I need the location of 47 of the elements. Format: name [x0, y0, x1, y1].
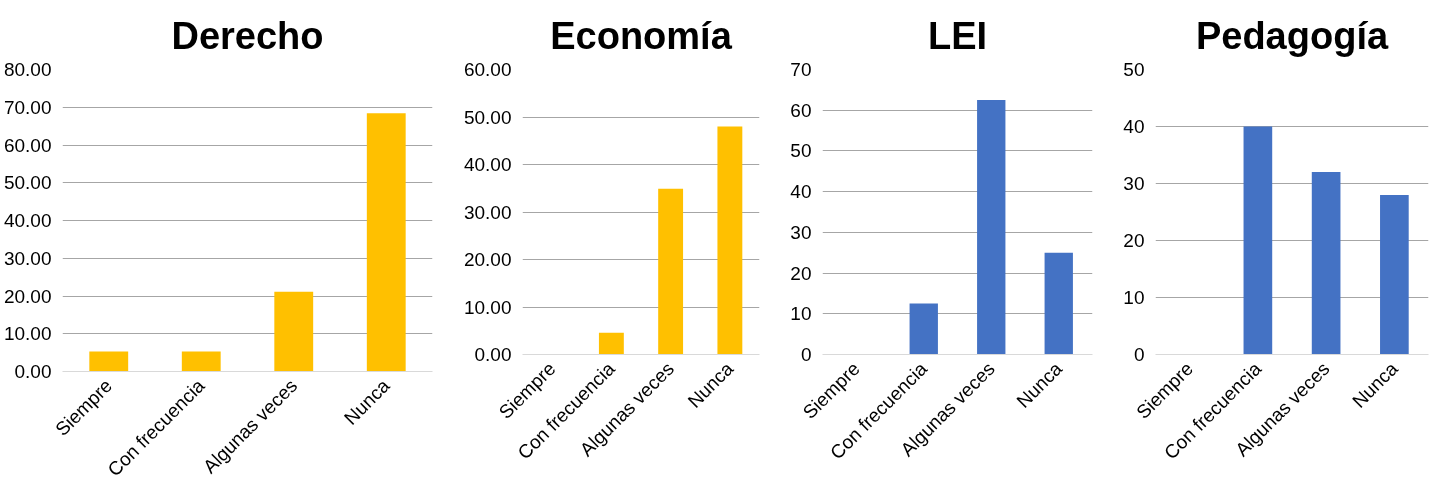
chart-title: Economía: [550, 15, 733, 57]
bar: [1044, 252, 1073, 355]
y-tick-label: 20: [1123, 230, 1145, 251]
y-tick-label: 50: [1123, 59, 1145, 80]
y-tick-label: 30.00: [463, 201, 512, 223]
y-tick-label: 50: [790, 140, 812, 162]
y-tick-label: 0.00: [474, 344, 512, 365]
bar: [89, 351, 129, 372]
bar: [717, 126, 743, 355]
y-tick-label: 40: [790, 181, 812, 203]
bar: [598, 332, 624, 355]
y-tick-label: 0: [1133, 344, 1145, 365]
y-tick-label: 50.00: [3, 172, 52, 194]
y-tick-label: 20: [790, 262, 812, 284]
y-tick-label: 80.00: [3, 59, 52, 80]
y-tick-label: 50.00: [463, 106, 512, 128]
y-tick-label: 40.00: [3, 210, 52, 231]
y-tick-label: 10.00: [3, 323, 52, 345]
bar: [274, 291, 314, 372]
y-tick-label: 70.00: [3, 96, 52, 118]
y-tick-label: 30.00: [3, 247, 52, 269]
bar: [366, 113, 406, 372]
y-tick-label: 10: [1123, 287, 1145, 308]
chart-title: Derecho: [171, 15, 324, 57]
y-tick-label: 70: [790, 59, 812, 80]
y-tick-label: 30: [1123, 173, 1145, 194]
y-tick-label: 0.00: [14, 361, 52, 382]
y-tick-label: 60: [790, 99, 812, 121]
y-tick-label: 30: [790, 221, 812, 243]
y-tick-label: 20.00: [3, 285, 52, 307]
y-tick-label: 60.00: [3, 134, 52, 156]
bar: [909, 303, 938, 355]
y-tick-label: 10: [790, 303, 812, 325]
bar: [1243, 126, 1273, 355]
y-tick-label: 0: [800, 344, 812, 365]
y-tick-label: 40.00: [463, 154, 512, 175]
bar: [977, 100, 1006, 355]
y-tick-label: 10.00: [463, 296, 512, 318]
chart-title: Pedagogía: [1195, 15, 1389, 57]
y-tick-label: 20.00: [463, 249, 512, 270]
bar: [1380, 194, 1409, 355]
y-tick-label: 60.00: [463, 59, 512, 80]
bar: [658, 188, 684, 355]
y-tick-label: 40: [1123, 116, 1145, 137]
chart-title: LEI: [927, 15, 988, 57]
bar: [1311, 172, 1341, 355]
bar: [181, 351, 221, 372]
